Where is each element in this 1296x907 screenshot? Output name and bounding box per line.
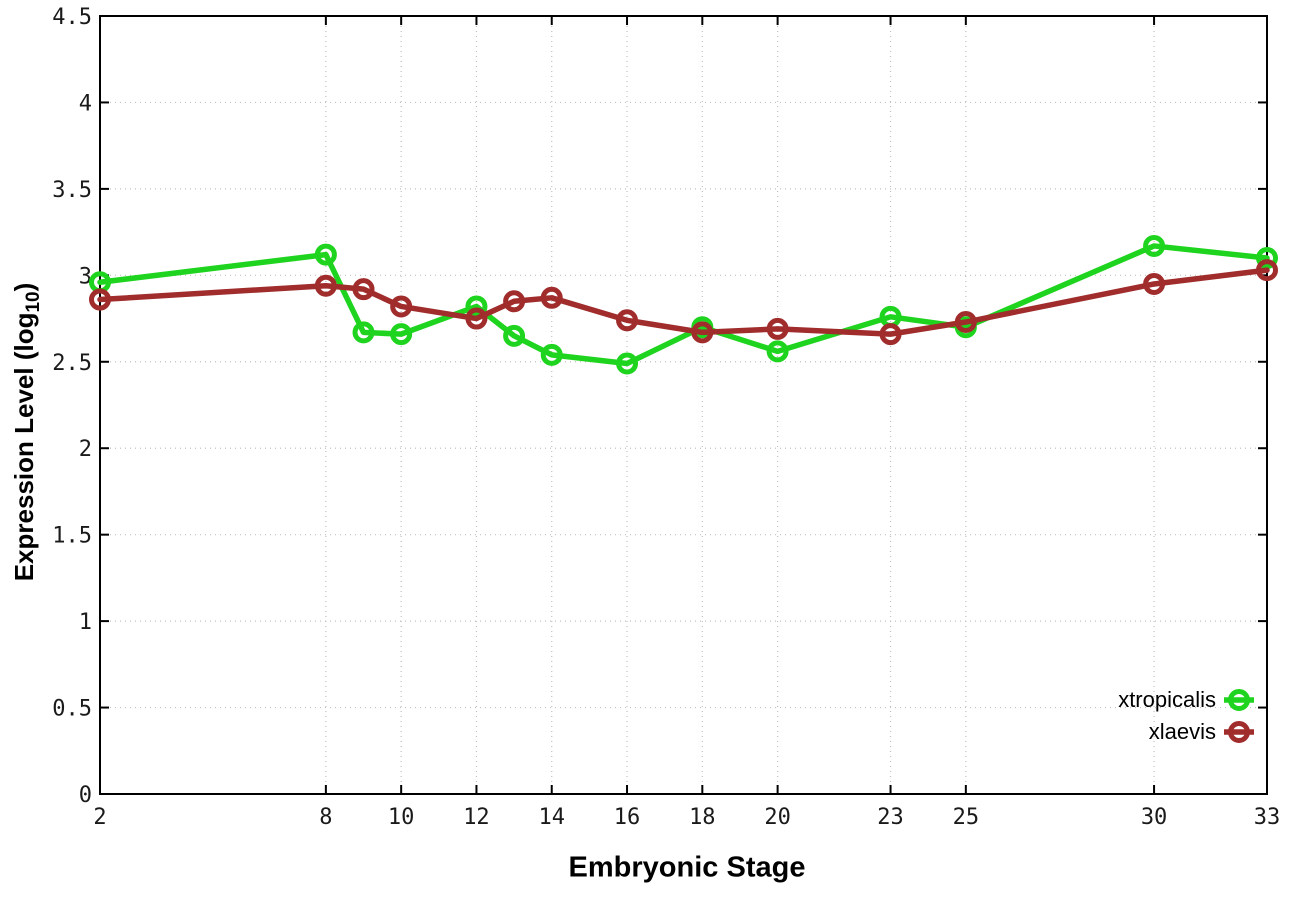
data-point-xlaevis	[1256, 259, 1278, 282]
data-point-xlaevis	[352, 278, 375, 301]
y-axis-title-text: Expression Level (log	[8, 312, 39, 582]
series-line-xtropicalis	[97, 243, 1270, 367]
x-tick-label: 33	[1254, 805, 1281, 830]
data-point-xtropicalis	[390, 323, 413, 346]
data-point-xtropicalis	[503, 324, 526, 347]
data-point-xtropicalis	[1256, 247, 1278, 270]
plot-border	[99, 15, 1268, 795]
y-tick-label: 1	[79, 610, 92, 635]
data-point-xlaevis	[390, 295, 413, 318]
y-tick-label: 3	[79, 264, 92, 289]
data-point-xlaevis	[616, 309, 639, 332]
data-point-xtropicalis	[1143, 234, 1166, 257]
x-tick-label: 20	[764, 805, 791, 830]
x-axis-title: Embryonic Stage	[568, 851, 806, 884]
y-tick-label: 1.5	[52, 524, 92, 549]
x-tick-label: 25	[953, 805, 980, 830]
y-axis-title-subscript: 10	[23, 291, 45, 313]
x-tick-label: 30	[1141, 805, 1168, 830]
y-tick-label: 2.5	[52, 351, 92, 376]
legend-label-xlaevis: xlaevis	[1149, 719, 1216, 744]
x-tick-label: 18	[689, 805, 716, 830]
y-tick-label: 0	[79, 783, 92, 808]
x-tick-label: 8	[319, 805, 332, 830]
y-axis-title: Expression Level (log10)	[9, 283, 45, 582]
data-point-xlaevis	[1143, 272, 1166, 295]
y-axis-title-suffix: )	[8, 282, 39, 292]
data-point-xlaevis	[314, 274, 337, 297]
data-point-xlaevis	[879, 323, 902, 346]
data-point-xlaevis	[503, 290, 526, 313]
data-point-xlaevis	[691, 321, 714, 344]
x-tick-label: 12	[463, 805, 490, 830]
data-point-xlaevis	[540, 286, 563, 309]
x-tick-label: 2	[93, 805, 106, 830]
data-point-xtropicalis	[540, 343, 563, 366]
data-point-xlaevis	[954, 311, 977, 334]
y-tick-label: 3.5	[52, 178, 92, 203]
series-line-xlaevis	[97, 267, 1270, 337]
y-tick-label: 2	[79, 437, 92, 462]
data-point-xlaevis	[766, 317, 789, 340]
x-tick-label: 10	[388, 805, 415, 830]
data-point-xtropicalis	[314, 243, 337, 266]
legend-marker-xtropicalis	[1228, 689, 1250, 711]
data-point-xtropicalis	[352, 321, 375, 344]
x-tick-label: 14	[538, 805, 565, 830]
data-point-xtropicalis	[616, 352, 639, 375]
data-point-xtropicalis	[465, 295, 488, 318]
x-tick-label: 23	[877, 805, 904, 830]
y-tick-label: 4	[79, 91, 92, 116]
data-point-xlaevis	[89, 288, 111, 311]
data-point-xlaevis	[465, 307, 488, 330]
y-tick-label: 0.5	[52, 697, 92, 722]
legend-marker-xlaevis	[1228, 721, 1250, 743]
y-tick-label: 4.5	[52, 5, 92, 30]
legend-label-xtropicalis: xtropicalis	[1118, 687, 1216, 712]
data-point-xtropicalis	[766, 340, 789, 363]
x-tick-label: 16	[614, 805, 641, 830]
